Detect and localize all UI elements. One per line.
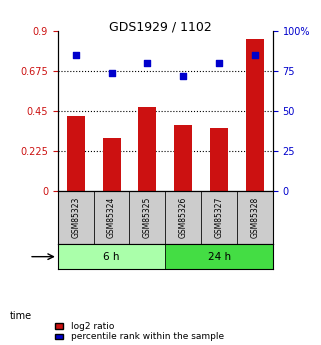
FancyBboxPatch shape (201, 191, 237, 244)
Text: GSM85326: GSM85326 (179, 197, 188, 238)
Bar (174, 125, 192, 191)
FancyBboxPatch shape (58, 191, 94, 244)
Text: log2 ratio: log2 ratio (71, 322, 114, 331)
Text: percentile rank within the sample: percentile rank within the sample (71, 332, 224, 341)
Bar (67, 116, 85, 191)
Text: GSM85328: GSM85328 (250, 197, 259, 238)
Point (73, 52, 78, 58)
Text: time: time (10, 311, 32, 321)
FancyBboxPatch shape (94, 191, 129, 244)
Text: 24 h: 24 h (207, 252, 231, 262)
Text: GSM85323: GSM85323 (71, 197, 80, 238)
FancyBboxPatch shape (129, 191, 165, 244)
Point (109, 70, 114, 75)
Point (145, 60, 150, 66)
FancyBboxPatch shape (165, 191, 201, 244)
Bar (246, 39, 264, 191)
Bar (138, 107, 156, 191)
FancyBboxPatch shape (58, 244, 165, 269)
Bar (210, 128, 228, 191)
Text: GSM85327: GSM85327 (214, 197, 224, 238)
FancyBboxPatch shape (165, 244, 273, 269)
Point (181, 73, 186, 79)
Text: GDS1929 / 1102: GDS1929 / 1102 (109, 21, 212, 34)
Point (252, 52, 257, 58)
Point (216, 60, 221, 66)
Text: GSM85325: GSM85325 (143, 197, 152, 238)
Text: GSM85324: GSM85324 (107, 197, 116, 238)
Text: 6 h: 6 h (103, 252, 120, 262)
Bar (103, 138, 120, 191)
FancyBboxPatch shape (237, 191, 273, 244)
